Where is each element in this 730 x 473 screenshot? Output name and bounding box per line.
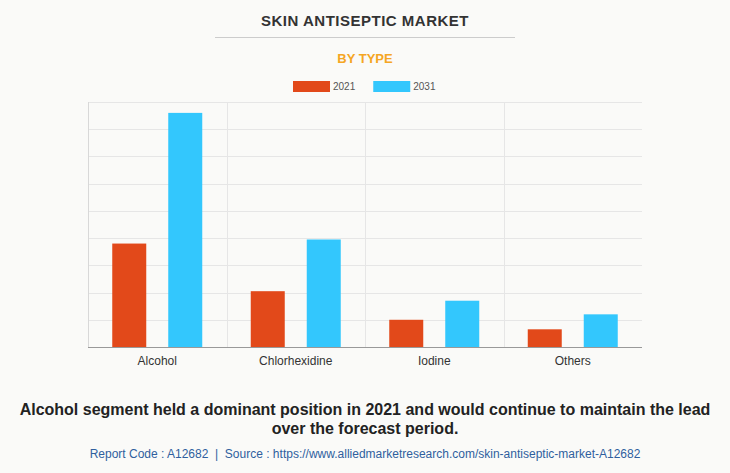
grid-line [88,347,642,348]
bar [389,320,423,347]
background [0,0,730,473]
x-tick-label: Iodine [418,354,451,368]
legend-label: 2021 [333,81,356,92]
bars [112,113,618,347]
caption-line: Alcohol segment held a dominant position… [20,401,711,418]
bar [112,244,146,347]
legend: 2021 2031 [293,81,436,92]
caption: Alcohol segment held a dominant position… [20,401,711,437]
title-rule [215,37,515,38]
bar [307,239,341,347]
bar [584,314,618,347]
bar [168,113,202,347]
x-tick-label: Chlorhexidine [259,354,333,368]
subtitle: BY TYPE [337,51,393,66]
legend-swatch [373,81,410,92]
y-axis [88,102,89,347]
x-tick-label: Others [555,354,591,368]
category-divider [227,102,228,347]
legend-label: 2031 [413,81,436,92]
source: Report Code : A12682 | Source : https://… [90,447,641,461]
x-axis [88,347,642,348]
caption-line: over the forecast period. [272,420,459,437]
legend-swatch [293,81,330,92]
bar [251,291,285,347]
title: SKIN ANTISEPTIC MARKET [261,12,469,29]
category-divider [365,102,366,347]
x-tick-label: Alcohol [138,354,177,368]
bar [528,329,562,347]
category-divider [504,102,505,347]
bar [445,301,479,347]
